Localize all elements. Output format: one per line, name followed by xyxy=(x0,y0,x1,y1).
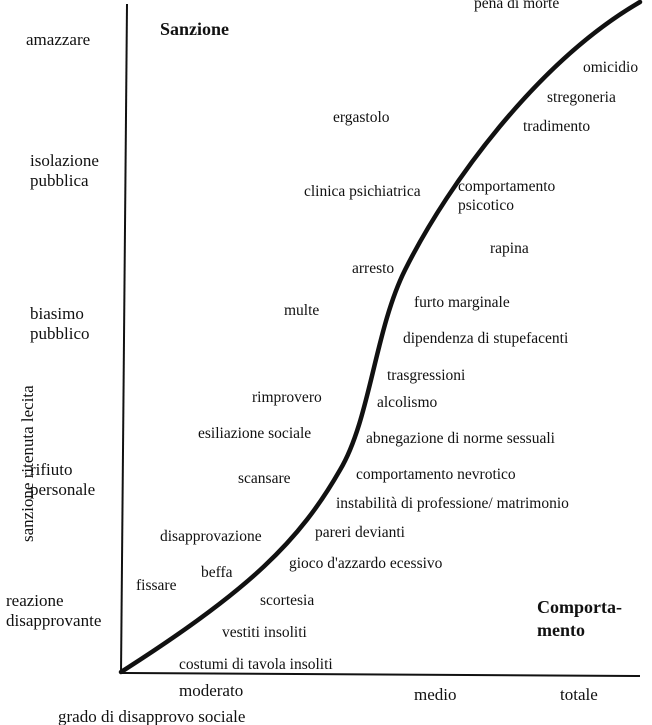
sanction-heading: Sanzione xyxy=(160,19,230,39)
behavior-label: vestiti insoliti xyxy=(222,624,307,641)
behavior-label: comportamento nevrotico xyxy=(356,466,516,483)
y-level-disapproving-reaction: reazione disapprovante xyxy=(6,591,102,630)
x-level-moderate: moderato xyxy=(179,681,244,700)
behavior-label: costumi di tavola insoliti xyxy=(179,656,333,673)
behavior-label: dipendenza di stupefacenti xyxy=(403,330,569,347)
y-level-public-blame: biasimo pubblico xyxy=(30,304,90,343)
behavior-label: furto marginale xyxy=(414,294,510,311)
behavior-label: alcolismo xyxy=(377,394,438,411)
x-level-medium: medio xyxy=(414,685,457,704)
y-axis-line xyxy=(120,3,128,675)
behavior-label: pareri devianti xyxy=(315,524,405,541)
sanction-label: disapprovazione xyxy=(160,528,262,545)
sanction-label: fissare xyxy=(136,577,177,594)
sanction-label: rimprovero xyxy=(252,389,322,406)
behavior-label: comportamento psicotico xyxy=(458,178,556,214)
behavior-label: abnegazione di norme sessuali xyxy=(366,430,555,447)
behavior-heading: Comporta- mento xyxy=(537,597,622,640)
x-axis-title: grado di disapprovo sociale xyxy=(58,707,246,725)
x-axis-line xyxy=(120,672,641,677)
sanction-curve xyxy=(118,0,643,675)
sanction-label: multe xyxy=(284,302,320,319)
sanction-label: scansare xyxy=(238,470,291,487)
sanction-label: beffa xyxy=(201,564,233,581)
behavior-label: pena di morte xyxy=(474,0,560,12)
behavior-label: rapina xyxy=(490,240,529,257)
y-level-public-isolation: isolazione pubblica xyxy=(30,151,99,190)
sanction-label: esiliazione sociale xyxy=(198,425,312,442)
y-level-personal-rejection: rifiuto personale xyxy=(30,460,96,499)
behavior-label: instabilità di professione/ matrimonio xyxy=(336,495,569,512)
behavior-label: omicidio xyxy=(583,59,639,76)
y-level-kill: amazzare xyxy=(26,30,91,49)
sanction-label: clinica psichiatrica xyxy=(304,183,421,200)
behavior-label: trasgressioni xyxy=(387,367,466,384)
x-level-total: totale xyxy=(560,685,598,704)
sanction-label: arresto xyxy=(352,260,395,277)
behavior-label: stregoneria xyxy=(547,89,616,106)
sanction-label: ergastolo xyxy=(333,109,390,126)
behavior-label: gioco d'azzardo ecessivo xyxy=(289,555,443,572)
behavior-label: tradimento xyxy=(523,118,591,135)
behavior-label: scortesia xyxy=(260,592,315,609)
